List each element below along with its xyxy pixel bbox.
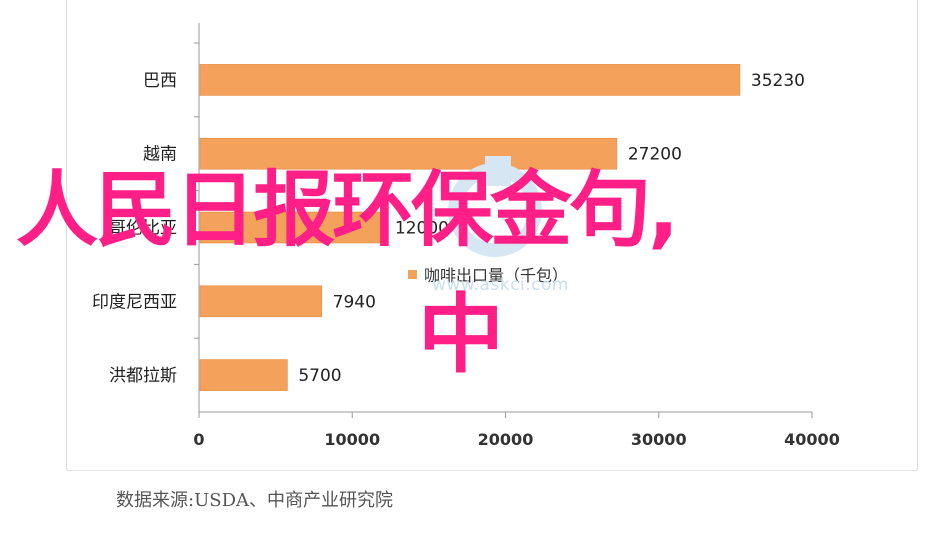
bar — [199, 137, 618, 170]
data-label: 5700 — [298, 366, 341, 386]
bar — [199, 359, 288, 391]
data-label: 7940 — [333, 292, 376, 312]
source-note: 数据来源:USDA、中商产业研究院 — [116, 490, 393, 511]
category-label: 印度尼西亚 — [92, 292, 177, 312]
bar — [199, 64, 741, 96]
watermark-logo-icon — [448, 156, 542, 257]
overlay-subtitle: 中 — [418, 285, 504, 385]
x-tick-label: 40000 — [784, 430, 840, 449]
watermark-url: www.askci.com — [432, 275, 569, 295]
data-label: 27200 — [628, 145, 682, 165]
category-label: 哥伦比亚 — [109, 219, 177, 239]
data-label: 35230 — [751, 71, 805, 91]
category-label: 越南 — [143, 145, 177, 165]
chart-frame — [66, 0, 918, 471]
bar — [199, 285, 322, 318]
x-tick-label: 20000 — [478, 430, 534, 449]
overlay-title: 人民日报环保金句, — [16, 163, 679, 258]
legend-swatch — [408, 270, 417, 279]
category-label: 洪都拉斯 — [109, 366, 177, 386]
data-label: 12000 — [395, 219, 449, 239]
bar — [199, 211, 385, 244]
x-tick-label: 0 — [193, 430, 204, 449]
legend-label: 咖啡出口量（千包） — [424, 266, 568, 285]
x-tick-label: 30000 — [631, 430, 687, 449]
category-label: 巴西 — [143, 71, 177, 91]
x-tick-label: 10000 — [324, 430, 380, 449]
